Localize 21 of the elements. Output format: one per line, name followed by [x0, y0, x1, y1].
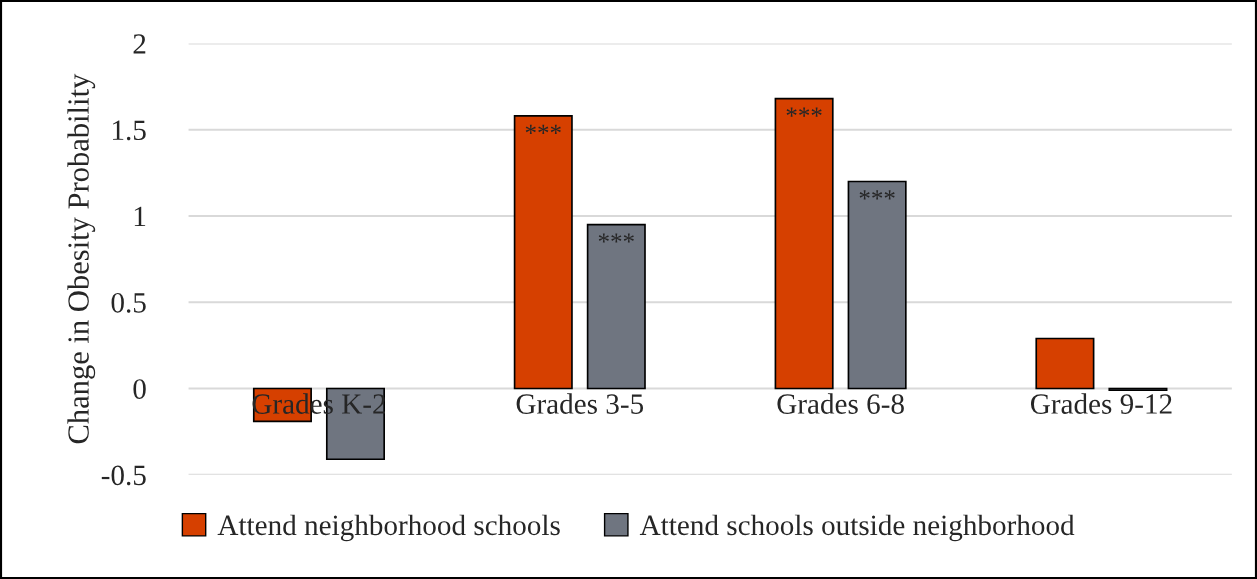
y-axis-title: Change in Obesity Probability [67, 73, 96, 444]
x-tick-label: Grades 6-8 [777, 393, 904, 414]
bar [513, 115, 573, 390]
data-label: *** [786, 107, 822, 117]
y-tick-label: 1 [134, 206, 146, 227]
legend-label: Attend neighborhood schools [217, 514, 560, 542]
data-label: *** [859, 190, 895, 200]
data-label: *** [525, 124, 561, 134]
y-tick-label: 0.5 [111, 292, 146, 313]
legend-label: Attend schools outside neighborhood [639, 514, 1075, 542]
y-tick-label: 0 [133, 379, 146, 399]
bar [774, 97, 834, 390]
bar [586, 223, 646, 390]
bar [1035, 337, 1095, 390]
x-tick-label: Grades 3-5 [516, 393, 644, 414]
y-tick-label: 1.5 [112, 120, 146, 141]
y-tick-label: -0.5 [101, 465, 146, 486]
x-tick-label: Grades 9-12 [1030, 393, 1172, 414]
y-tick-label: 2 [133, 34, 146, 54]
data-label: *** [598, 233, 634, 243]
bar [847, 180, 907, 390]
